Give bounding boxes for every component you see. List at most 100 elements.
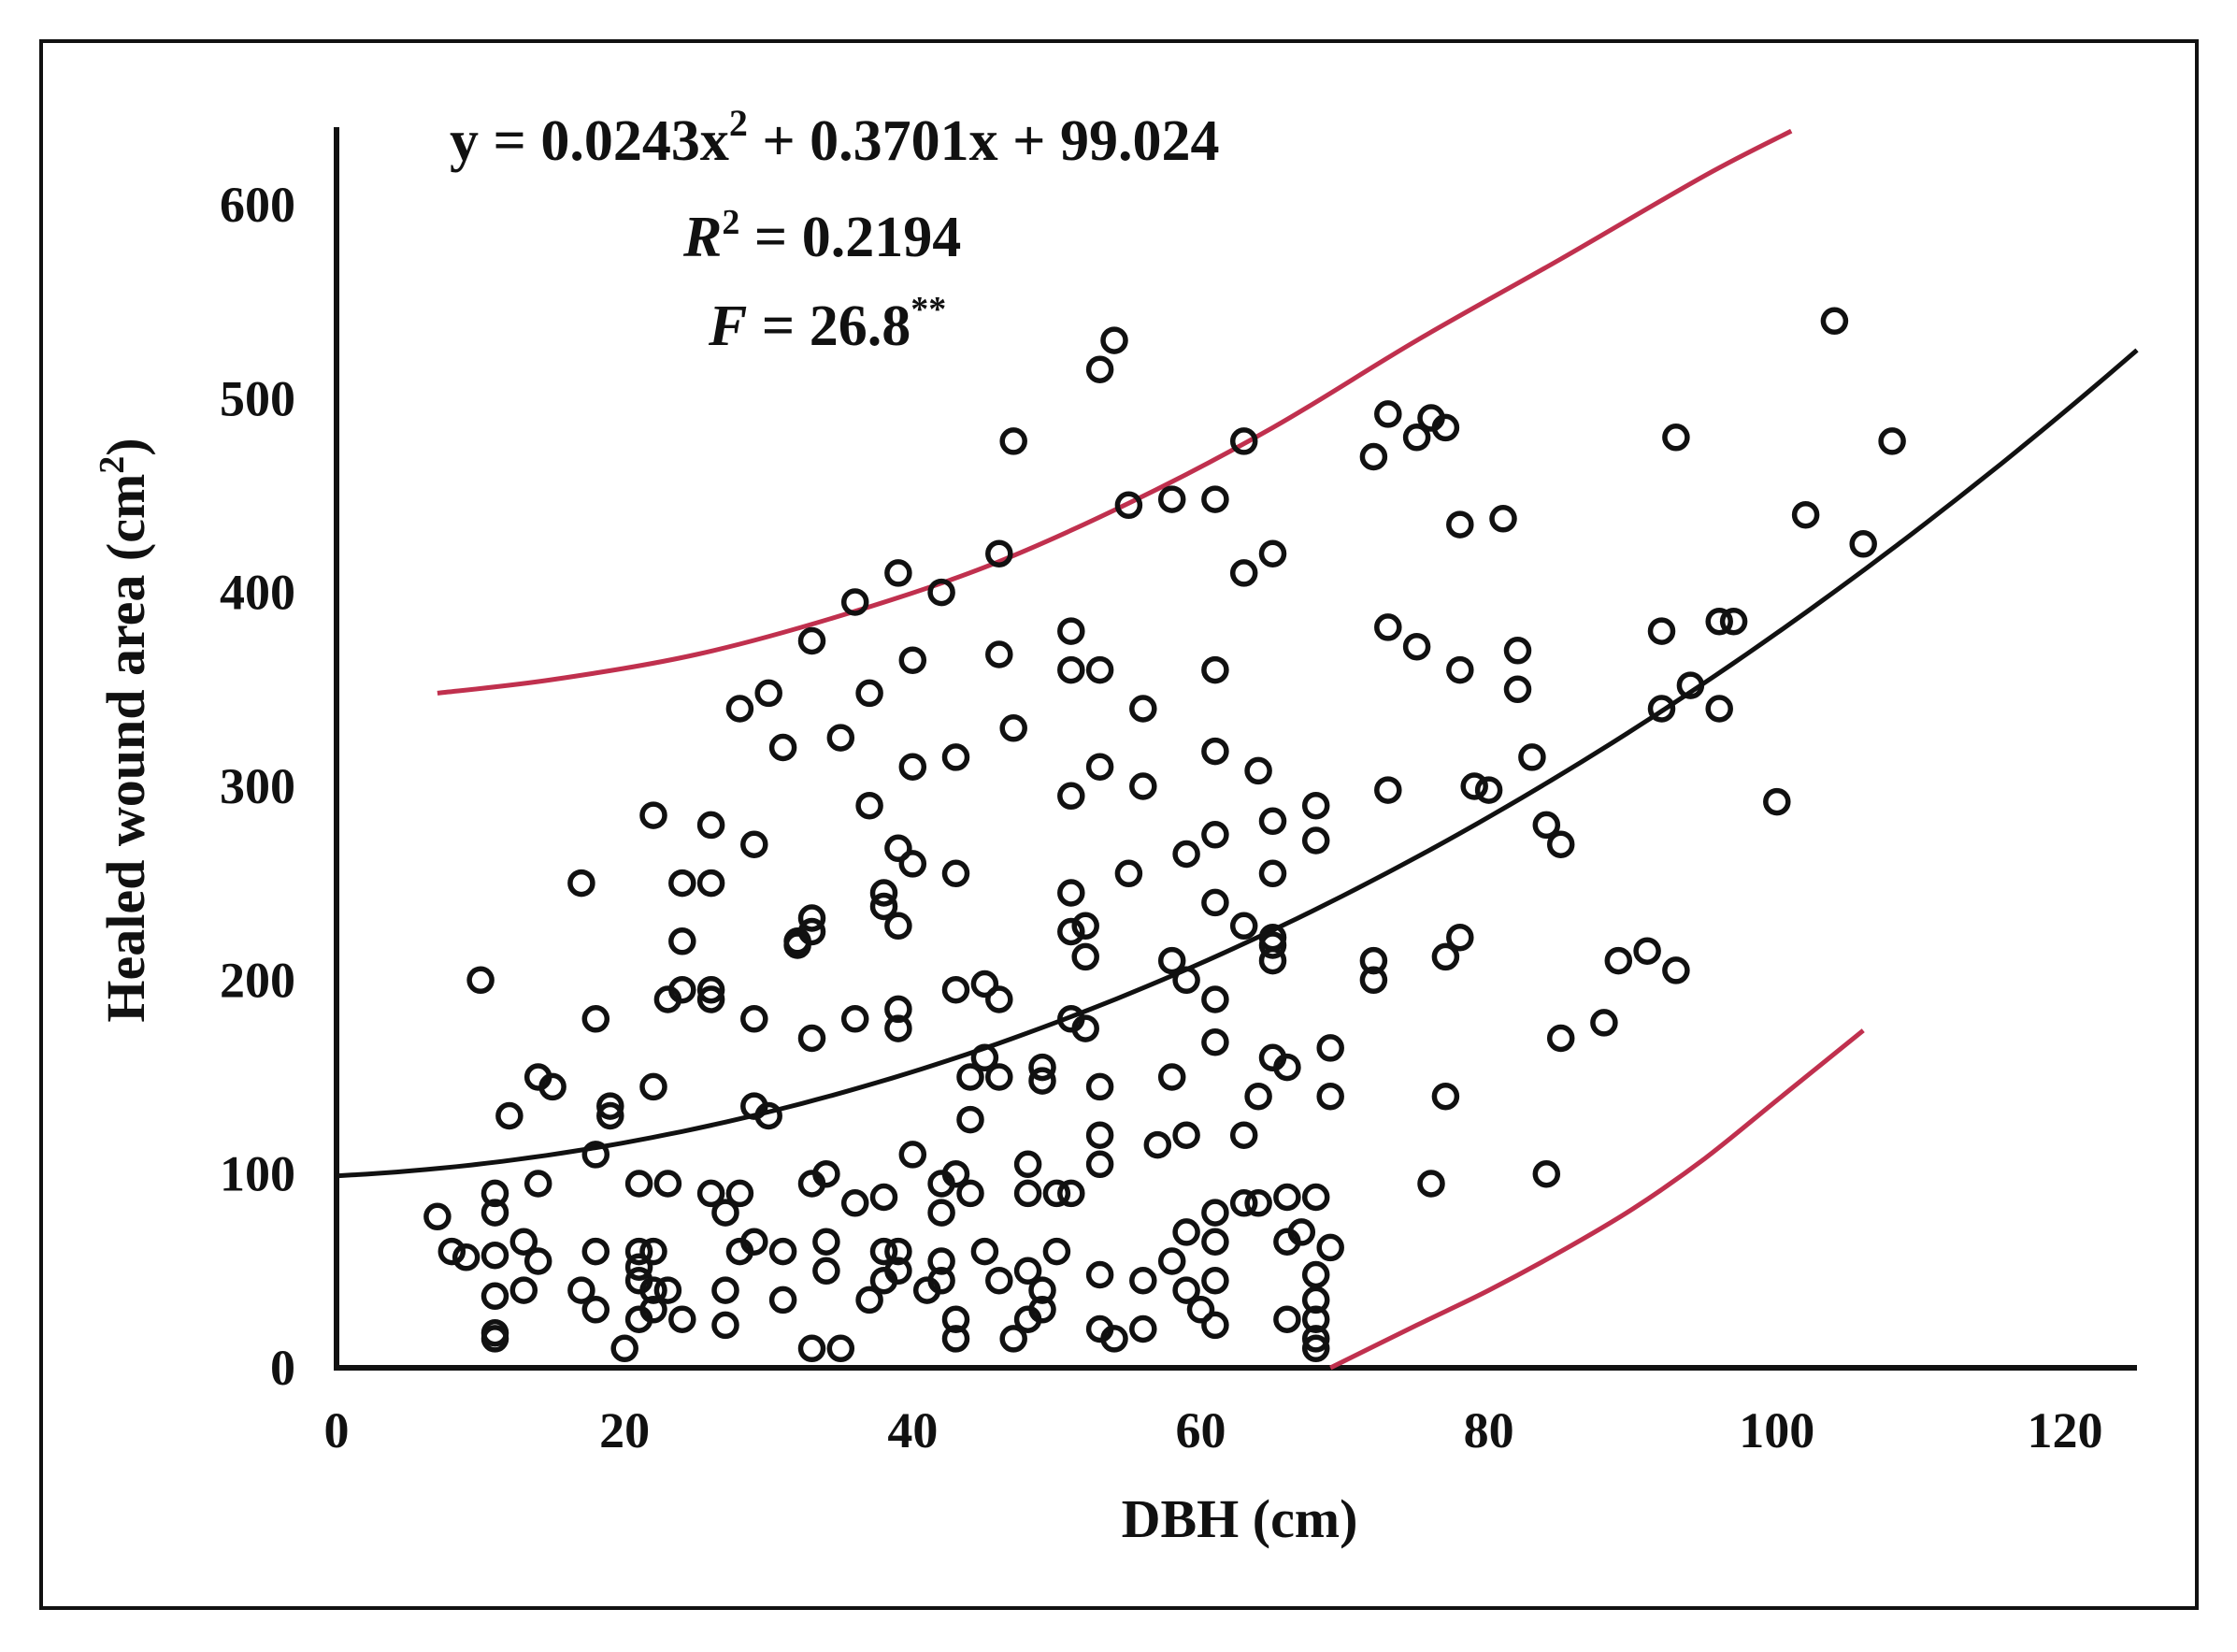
data-point	[1057, 1179, 1085, 1208]
data-point	[1057, 879, 1085, 907]
data-point	[639, 1296, 667, 1324]
data-point	[639, 1072, 667, 1101]
data-point	[423, 1202, 452, 1231]
data-point	[466, 966, 495, 995]
data-point	[437, 1237, 466, 1266]
data-point	[1878, 427, 1906, 455]
data-point	[1503, 637, 1532, 665]
data-point	[1172, 1218, 1200, 1246]
data-point	[941, 1325, 970, 1353]
data-point	[740, 830, 768, 858]
data-point	[1503, 675, 1532, 704]
data-point	[480, 1325, 509, 1353]
y-axis-title-main: Healed wound area (cm	[95, 474, 156, 1023]
data-point	[1316, 1082, 1344, 1111]
data-point	[610, 1334, 638, 1363]
data-point	[1662, 956, 1690, 984]
data-point	[985, 1063, 1013, 1091]
data-point	[1085, 655, 1114, 684]
data-point	[1705, 607, 1733, 636]
data-point	[711, 1199, 739, 1227]
data-point	[970, 1043, 999, 1072]
data-point	[869, 879, 898, 907]
data-point	[1474, 776, 1503, 804]
data-point	[1546, 1024, 1575, 1053]
data-point	[668, 927, 696, 955]
y-tick-label: 100	[220, 1146, 295, 1202]
data-point	[797, 1024, 826, 1053]
data-point	[1590, 1009, 1618, 1037]
data-point	[1763, 787, 1791, 816]
data-point	[970, 1237, 999, 1266]
data-point	[480, 1241, 509, 1270]
data-point	[1532, 811, 1561, 840]
data-point	[1042, 1179, 1071, 1208]
data-point	[1172, 966, 1200, 995]
data-point	[596, 1101, 624, 1130]
data-point	[480, 1199, 509, 1227]
data-point	[624, 1253, 653, 1281]
data-point	[495, 1101, 523, 1130]
data-point	[1201, 485, 1229, 513]
data-point	[1301, 1334, 1330, 1363]
data-point	[1028, 1276, 1056, 1304]
x-tick-label: 0	[324, 1402, 350, 1458]
data-point	[538, 1072, 566, 1101]
y-tick-label: 500	[220, 370, 295, 426]
data-point	[1157, 946, 1186, 975]
x-tick-label: 40	[887, 1402, 938, 1458]
data-point	[1258, 539, 1287, 567]
data-point	[668, 975, 696, 1004]
data-point	[1201, 1311, 1229, 1340]
regression-equation: y = 0.0243x2 + 0.3701x + 99.024	[450, 102, 1220, 173]
data-point	[797, 626, 826, 655]
data-point	[1129, 1266, 1157, 1295]
data-point	[927, 1199, 955, 1227]
y-tick-label: 600	[220, 177, 295, 233]
data-point	[1114, 859, 1143, 888]
data-point	[1244, 756, 1272, 785]
data-point	[1201, 821, 1229, 849]
data-point	[596, 1092, 624, 1120]
data-point	[884, 1257, 912, 1286]
data-point	[1301, 1260, 1330, 1289]
data-point	[1172, 1276, 1200, 1304]
equation-prefix: y = 0.0243x	[450, 109, 729, 173]
data-point	[884, 995, 912, 1024]
data-point	[567, 869, 595, 898]
data-point	[1518, 743, 1546, 771]
f-superscript: **	[911, 290, 946, 329]
data-point	[696, 985, 725, 1013]
data-point	[1301, 826, 1330, 855]
data-point	[1316, 1034, 1344, 1062]
data-point	[1258, 859, 1287, 888]
data-point	[740, 1005, 768, 1033]
data-point	[1301, 1325, 1330, 1353]
data-point	[1129, 1314, 1157, 1343]
data-point	[927, 578, 955, 607]
data-point	[668, 869, 696, 898]
y-tick-label: 300	[220, 758, 295, 814]
f-statistic-label: F = 26.8**	[708, 290, 946, 358]
regression-fit-curve	[336, 348, 2139, 1179]
data-point	[1258, 946, 1287, 975]
data-point	[1114, 491, 1143, 520]
data-point	[1402, 424, 1431, 452]
data-point	[523, 1170, 552, 1198]
equation-superscript: 2	[729, 102, 748, 144]
data-point	[1273, 1305, 1301, 1333]
data-point	[639, 801, 667, 829]
data-point	[826, 1334, 855, 1363]
data-point	[1431, 942, 1460, 971]
data-point	[898, 753, 927, 781]
data-point	[826, 724, 855, 752]
data-point	[927, 1247, 955, 1275]
data-point	[884, 1237, 912, 1266]
data-point	[1201, 1027, 1229, 1056]
y-axis-title: Healed wound area (cm2)	[93, 438, 156, 1022]
data-point	[840, 1189, 869, 1217]
data-point	[1157, 1063, 1186, 1091]
data-point	[941, 743, 970, 771]
data-point	[653, 1276, 682, 1304]
data-point	[869, 892, 898, 921]
